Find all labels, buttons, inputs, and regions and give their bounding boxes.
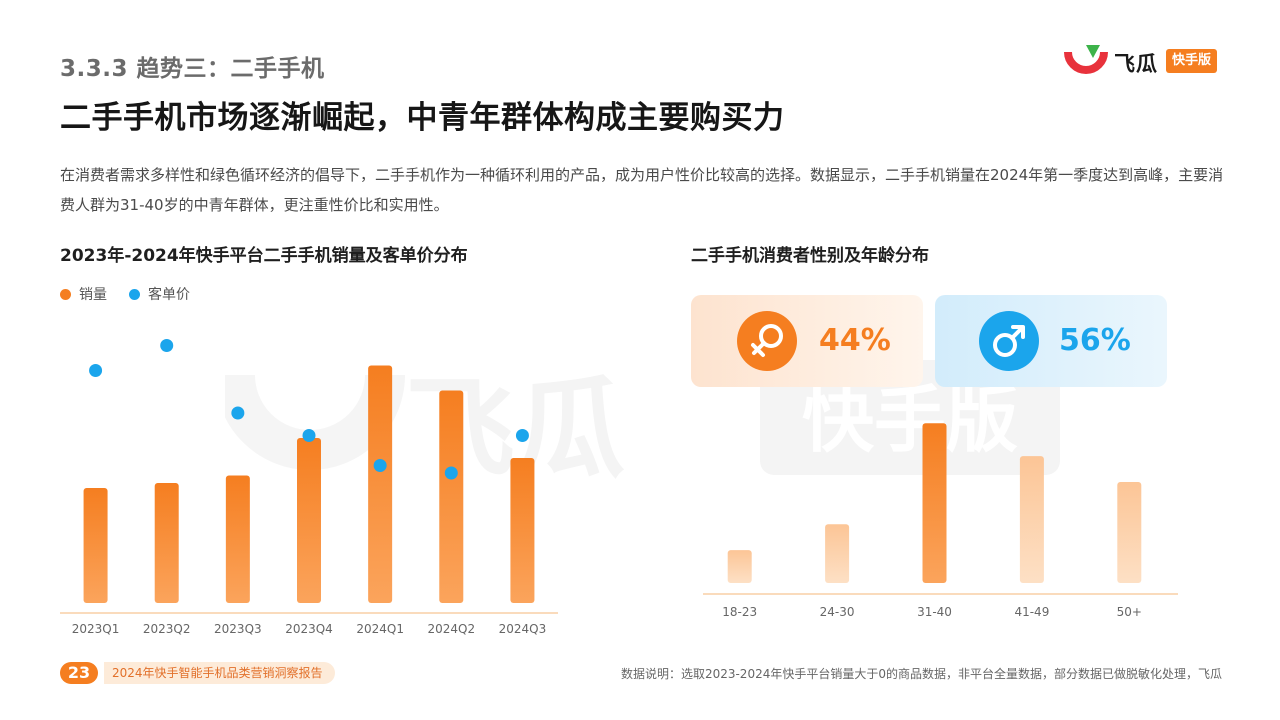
sales-x-tick-label: 2023Q3 — [214, 622, 262, 636]
sales-chart-title: 2023年-2024年快手平台二手手机销量及客单价分布 — [60, 246, 468, 266]
sales-chart-legend: 销量 客单价 — [60, 284, 190, 304]
sales-bar — [297, 438, 321, 603]
age-x-tick-label: 41-49 — [1014, 605, 1049, 619]
section-title: 3.3.3 趋势三：二手手机 — [60, 56, 325, 82]
sales-x-tick-label: 2023Q2 — [143, 622, 191, 636]
age-bar — [1019, 456, 1044, 583]
legend-item-price: 客单价 — [129, 284, 190, 304]
sales-x-tick-label: 2024Q3 — [499, 622, 547, 636]
age-x-tick-label: 31-40 — [917, 605, 952, 619]
price-point — [373, 459, 387, 472]
gender-card-male: 56% — [935, 295, 1167, 387]
legend-dot-sales — [60, 288, 71, 300]
age-x-tick-label: 50+ — [1117, 605, 1142, 619]
age-x-tick-label: 24-30 — [820, 605, 855, 619]
report-name: 2024年快手智能手机品类营销洞察报告 — [104, 662, 335, 684]
logo-badge: 快手版 — [1166, 49, 1218, 73]
sales-bar — [510, 458, 535, 603]
melon-logo-icon — [1064, 45, 1108, 74]
gender-card-female: 44% — [691, 295, 923, 387]
sales-bar — [225, 475, 250, 603]
price-point — [231, 406, 245, 420]
price-point — [515, 429, 529, 442]
price-point — [89, 364, 103, 377]
age-x-tick-label: 18-23 — [722, 605, 757, 619]
sales-bar — [439, 390, 464, 603]
sales-x-tick-label: 2023Q4 — [285, 622, 333, 636]
legend-label-price: 客单价 — [148, 287, 190, 303]
price-point — [160, 339, 174, 352]
legend-label-sales: 销量 — [79, 287, 107, 303]
female-icon — [737, 311, 797, 371]
data-footnote: 数据说明：选取2023-2024年快手平台销量大于0的商品数据，非平台全量数据，… — [620, 667, 1222, 681]
description-text: 在消费者需求多样性和绿色循环经济的倡导下，二手手机作为一种循环利用的产品，成为用… — [60, 166, 1224, 214]
brand-logo: 飞瓜 快手版 — [1064, 42, 1224, 80]
male-percent: 56% — [1059, 323, 1131, 358]
age-chart-title: 二手手机消费者性别及年龄分布 — [691, 246, 929, 266]
page-number: 23 — [60, 662, 98, 684]
sales-bar — [368, 365, 393, 603]
page-title: 二手手机市场逐渐崛起，中青年群体构成主要购买力 — [60, 100, 785, 136]
legend-dot-price — [129, 288, 140, 300]
sales-x-tick-label: 2023Q1 — [72, 622, 120, 636]
age-bar — [825, 524, 850, 583]
price-point — [302, 429, 316, 442]
age-bar — [922, 423, 947, 583]
legend-item-sales: 销量 — [60, 284, 107, 304]
sales-x-tick-label: 2024Q1 — [356, 622, 404, 636]
logo-text: 飞瓜 — [1114, 52, 1158, 76]
male-icon — [979, 311, 1039, 371]
price-point — [444, 466, 458, 480]
female-percent: 44% — [819, 323, 891, 358]
sales-x-tick-label: 2024Q2 — [427, 622, 475, 636]
age-bar — [727, 550, 752, 583]
age-bar — [1117, 481, 1142, 583]
sales-bar — [154, 483, 179, 603]
sales-bar — [83, 488, 108, 603]
